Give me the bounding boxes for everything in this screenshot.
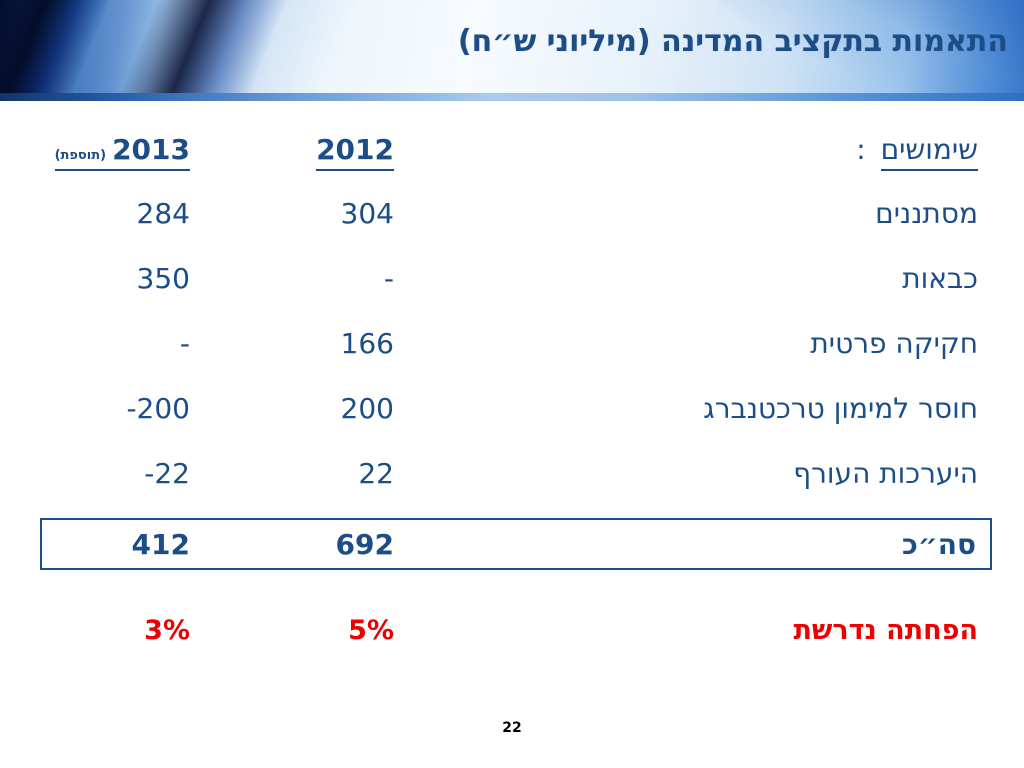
table-row: 284 304 מסתננים	[40, 194, 992, 232]
col-2013-addition-note: (תוספת)	[54, 147, 107, 163]
value-2013: -22	[144, 456, 190, 490]
reduction-row: 3% 5% הפחתה נדרשת	[40, 610, 992, 650]
table-row: 350 - כבאות	[40, 259, 992, 297]
value-2012: 22	[358, 456, 394, 490]
header-swoosh-graphic	[0, 0, 615, 101]
col-2012-header: 2012	[190, 132, 394, 171]
value-2013: -200	[126, 391, 190, 425]
value-2012: 200	[340, 391, 394, 425]
table-row: -200 200 חוסר למימון טרכטנברג	[40, 389, 992, 427]
reduction-label: הפחתה נדרשת	[793, 614, 978, 646]
row-label: חקיקה פרטית	[810, 326, 978, 360]
header-bottom-strip	[0, 93, 1024, 101]
col-2012-year: 2012	[316, 132, 394, 171]
reduction-value-2012: 5%	[348, 614, 394, 646]
value-2012: 304	[340, 196, 394, 230]
col-2013-header: 2013 (תוספת)	[40, 132, 190, 171]
total-value-2012: 692	[335, 527, 394, 561]
value-2013: 284	[136, 196, 190, 230]
total-value-2013: 412	[131, 527, 190, 561]
uses-header: שימושים :	[394, 132, 992, 171]
table-row: -22 22 היערכות העורף	[40, 454, 992, 492]
value-2012: 166	[340, 326, 394, 360]
header-banner	[0, 0, 1024, 101]
value-2012: -	[383, 261, 394, 295]
page-number: 22	[502, 720, 522, 736]
column-header-row: 2013 (תוספת) 2012 שימושים :	[40, 130, 992, 171]
row-label: חוסר למימון טרכטנברג	[703, 391, 978, 425]
row-label: מסתננים	[875, 196, 978, 230]
reduction-value-2013: 3%	[144, 614, 190, 646]
total-row-box: 412 692 סה״כ	[40, 518, 992, 570]
total-label: סה״כ	[901, 527, 976, 561]
value-2013: 350	[136, 261, 190, 295]
value-2013: -	[179, 326, 190, 360]
col-2013-year: 2013	[112, 132, 190, 166]
row-label: כבאות	[902, 261, 978, 295]
slide-title: התאמות בתקציב המדינה (מיליוני ש״ח)	[457, 24, 1008, 59]
table-row: - 166 חקיקה פרטית	[40, 324, 992, 362]
row-label: היערכות העורף	[793, 456, 978, 490]
uses-header-label: שימושים	[880, 132, 978, 171]
header-corner-gradient	[716, 0, 1024, 101]
uses-header-colon: :	[856, 132, 866, 166]
